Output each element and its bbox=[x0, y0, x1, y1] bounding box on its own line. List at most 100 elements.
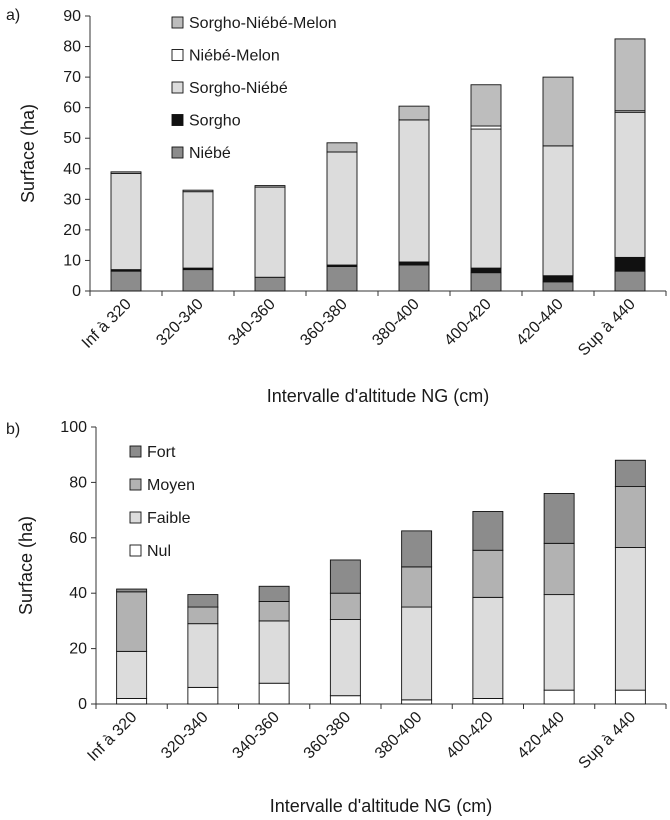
chart-a-bar-sorgho bbox=[614, 256, 646, 272]
chart-b-bar-faible bbox=[116, 650, 148, 699]
chart-b-legend-label: Fort bbox=[147, 444, 176, 461]
chart-b-y-tick-label: 60 bbox=[69, 530, 87, 547]
chart-a-bar-ni-b- bbox=[542, 281, 574, 292]
chart-a-bar-ni-b- bbox=[470, 272, 502, 292]
chart-a-category-label: 400-420 bbox=[441, 296, 495, 350]
chart-b-y-axis-title: Surface (ha) bbox=[16, 516, 36, 615]
chart-a-bar-sorgho-ni-b- bbox=[614, 111, 646, 258]
chart-a-bar-sorgho bbox=[398, 261, 430, 266]
chart-b-bar-nul bbox=[401, 699, 433, 705]
chart-b-bar-nul bbox=[258, 682, 290, 705]
chart-b-bar-faible bbox=[187, 623, 219, 688]
chart-a-y-tick-label: 20 bbox=[63, 222, 81, 239]
chart-b-legend-swatch bbox=[129, 544, 142, 557]
chart-b-category-label: 340-360 bbox=[229, 709, 283, 763]
chart-b-category-label: 360-380 bbox=[301, 709, 355, 763]
chart-a-bar-sorgho-ni-b-melon bbox=[110, 171, 142, 174]
chart-a-category-label: 320-340 bbox=[153, 296, 207, 350]
chart-a-bar-sorgho-ni-b- bbox=[470, 128, 502, 269]
chart-b-legend-swatch bbox=[129, 478, 142, 491]
chart-a-bar-ni-b- bbox=[182, 269, 214, 292]
chart-a-bar-sorgho-ni-b- bbox=[254, 186, 286, 278]
chart-b-bar-nul bbox=[187, 686, 219, 705]
chart-b-bar-moyen bbox=[401, 566, 433, 608]
chart-b-y-tick-label: 20 bbox=[69, 641, 87, 658]
chart-a-y-tick-label: 70 bbox=[63, 69, 81, 86]
chart-a-panel-label: a) bbox=[6, 7, 20, 24]
chart-a-bar-sorgho-ni-b-melon bbox=[542, 76, 574, 147]
chart-b-bar-fort bbox=[187, 594, 219, 608]
chart-b-bar-fort bbox=[258, 585, 290, 602]
chart-a-legend-swatch bbox=[171, 81, 184, 94]
chart-a-bar-ni-b- bbox=[110, 270, 142, 292]
chart-a: a) 0 10 20 30 40 50 60 70 80 90 Inf à 320 320-340 340… bbox=[6, 7, 667, 406]
chart-b-bar-moyen bbox=[258, 601, 290, 622]
chart-b-bar-faible bbox=[401, 606, 433, 701]
chart-a-bar-sorgho-ni-b- bbox=[326, 151, 358, 266]
chart-b-legend-label: Moyen bbox=[147, 477, 195, 494]
chart-b-bar-fort bbox=[116, 588, 148, 593]
chart-b-category-label: 420-440 bbox=[514, 709, 568, 763]
chart-b-legend-label: Faible bbox=[147, 510, 191, 527]
chart-a-y-tick-label: 10 bbox=[63, 252, 81, 269]
chart-a-legend-swatch bbox=[171, 146, 184, 159]
chart-b-category-label: Inf à 320 bbox=[84, 709, 140, 765]
chart-b-bar-moyen bbox=[116, 591, 148, 652]
chart-a-bar-ni-b-melon bbox=[470, 125, 502, 130]
chart-b-category-label: Sup à 440 bbox=[576, 709, 640, 773]
chart-b-bar-faible bbox=[329, 619, 361, 697]
chart-b-bar-faible bbox=[258, 620, 290, 684]
chart-a-legend-label: Niébé bbox=[189, 145, 231, 162]
chart-a-y-tick-label: 80 bbox=[63, 39, 81, 56]
chart-b-legend-swatch bbox=[129, 445, 142, 458]
chart-a-y-tick-label: 30 bbox=[63, 191, 81, 208]
chart-a-legend-label: Sorgho-Niébé bbox=[189, 80, 288, 97]
chart-a-y-tick-label: 90 bbox=[63, 8, 81, 25]
chart-b-y-tick-label: 40 bbox=[69, 585, 87, 602]
chart-b-bar-faible bbox=[614, 547, 646, 691]
chart-b-category-label: 380-400 bbox=[372, 709, 426, 763]
chart-b-x-axis-title: Intervalle d'altitude NG (cm) bbox=[270, 796, 493, 816]
chart-a-category-label: 340-360 bbox=[225, 296, 279, 350]
chart-b-bar-moyen bbox=[329, 592, 361, 620]
chart-b-bar-moyen bbox=[543, 542, 575, 596]
chart-b-bar-fort bbox=[614, 459, 646, 488]
chart-a-bar-sorgho-ni-b-melon bbox=[470, 84, 502, 127]
chart-a-bar-sorgho-ni-b-melon bbox=[182, 189, 214, 193]
chart-b-bar-fort bbox=[329, 559, 361, 594]
chart-a-bar-sorgho-ni-b- bbox=[110, 172, 142, 271]
chart-a-legend-swatch bbox=[171, 16, 184, 29]
chart-b-bar-nul bbox=[472, 698, 504, 705]
chart-b-bar-fort bbox=[401, 530, 433, 568]
chart-a-category-label: Inf à 320 bbox=[79, 296, 135, 352]
chart-b-bar-moyen bbox=[187, 606, 219, 625]
chart-b-y-tick-label: 80 bbox=[69, 474, 87, 491]
chart-a-legend-label: Sorgho bbox=[189, 113, 241, 130]
chart-b-bar-nul bbox=[543, 689, 575, 705]
chart-a-bar-sorgho-ni-b-melon bbox=[254, 185, 286, 188]
chart-a-legend-swatch bbox=[171, 49, 184, 61]
chart-a-legend-label: Sorgho-Niébé-Melon bbox=[189, 15, 337, 32]
chart-b-legend-label: Nul bbox=[147, 543, 171, 560]
chart-a-y-tick-label: 0 bbox=[72, 283, 81, 300]
chart-b-bar-fort bbox=[472, 511, 504, 551]
chart-b-y-tick-label: 100 bbox=[60, 419, 87, 436]
chart-a-bar-sorgho bbox=[542, 275, 574, 283]
chart-b-bar-moyen bbox=[614, 486, 646, 548]
chart-b-bar-nul bbox=[614, 689, 646, 705]
chart-a-bar-sorgho-ni-b-melon bbox=[614, 38, 646, 112]
chart-a-category-label: 360-380 bbox=[297, 296, 351, 350]
chart-b-legend-swatch bbox=[129, 511, 142, 524]
chart-a-bar-sorgho-ni-b-melon bbox=[326, 142, 358, 153]
chart-b-bar-nul bbox=[329, 695, 361, 705]
chart-a-y-axis-title: Surface (ha) bbox=[18, 104, 38, 203]
chart-a-bar-ni-b- bbox=[398, 264, 430, 292]
chart-b-category-label: 400-420 bbox=[443, 709, 497, 763]
chart-a-y-tick-label: 60 bbox=[63, 100, 81, 117]
chart-a-bar-sorgho bbox=[470, 267, 502, 274]
chart-a-legend-label: Niébé-Melon bbox=[189, 48, 280, 65]
chart-b-bar-fort bbox=[543, 493, 575, 544]
chart-a-y-tick-label: 50 bbox=[63, 130, 81, 147]
chart-b-bar-moyen bbox=[472, 549, 504, 598]
